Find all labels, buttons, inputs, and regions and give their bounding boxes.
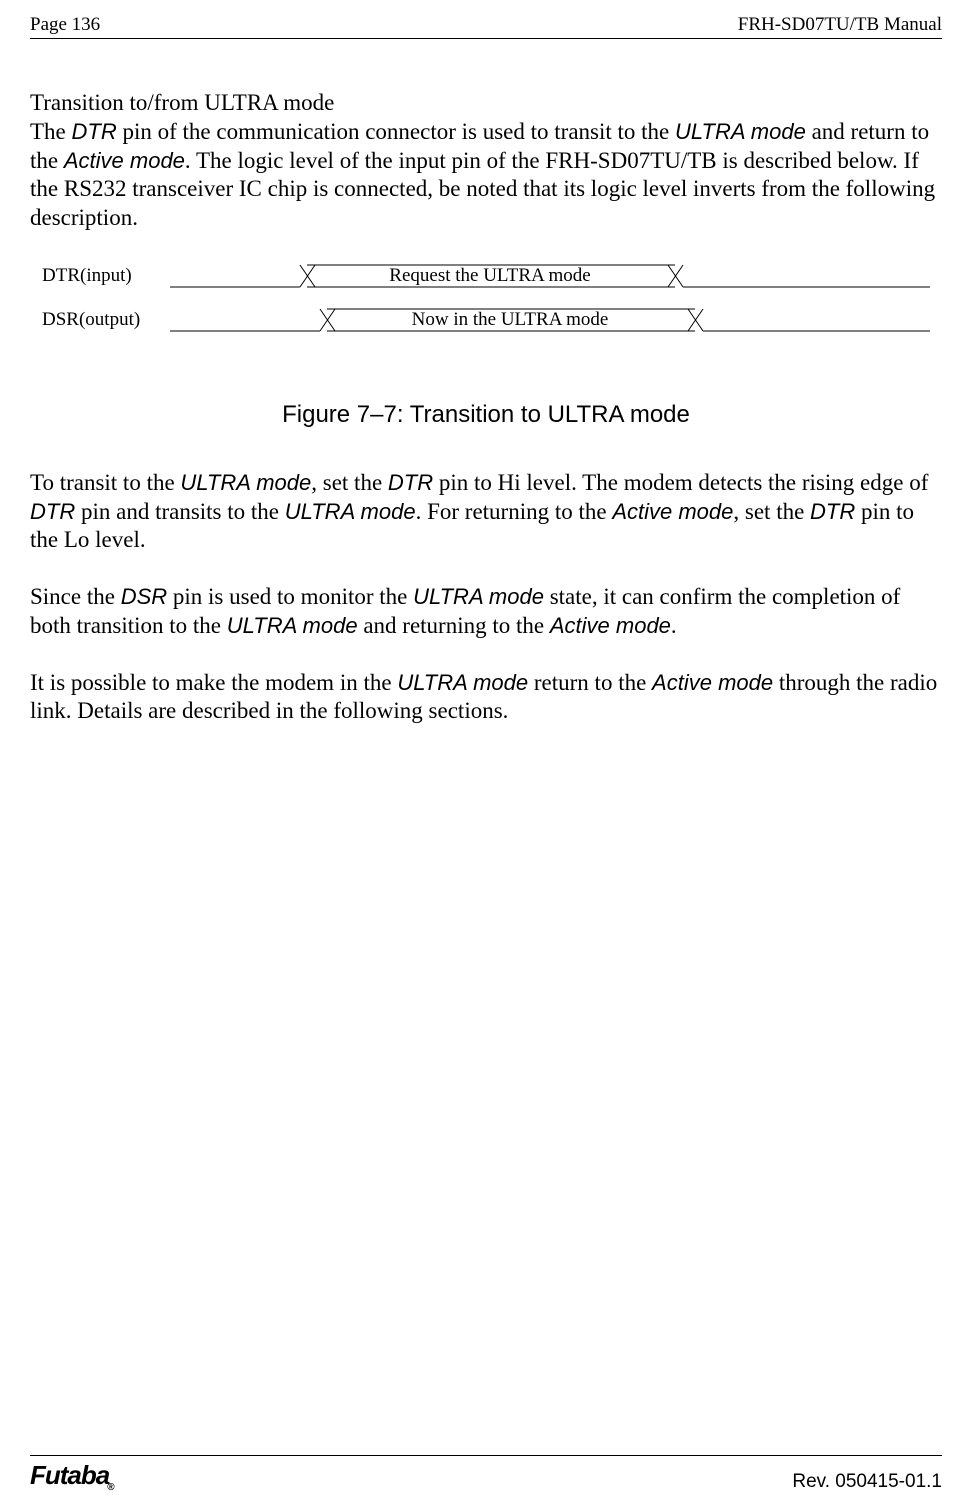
para2-italic4: ULTRA mode	[285, 499, 416, 524]
paragraph-4: It is possible to make the modem in the …	[30, 669, 942, 727]
para2-italic6: DTR	[810, 499, 855, 524]
dtr-label: DTR(input)	[42, 265, 132, 287]
para1-italic1: DTR	[72, 119, 117, 144]
section-title: Transition to/from ULTRA mode	[30, 90, 334, 115]
dtr-signal: Request the ULTRA mode	[170, 261, 930, 301]
para3-text5: .	[671, 613, 677, 638]
paragraph-2: To transit to the ULTRA mode, set the DT…	[30, 469, 942, 555]
para2-text3: pin to Hi level. The modem detects the r…	[433, 470, 928, 495]
registered-symbol: ®	[107, 1482, 113, 1493]
para3-italic4: Active mode	[550, 613, 671, 638]
page-footer: Futaba® Rev. 050415-01.1	[30, 1455, 942, 1493]
para4-italic2: Active mode	[652, 670, 773, 695]
para4-text1: It is possible to make the modem in the	[30, 670, 397, 695]
section-title-paragraph: Transition to/from ULTRA mode The DTR pi…	[30, 89, 942, 233]
page-number: Page 136	[30, 14, 100, 36]
para4-italic1: ULTRA mode	[397, 670, 528, 695]
revision-text: Rev. 050415-01.1	[792, 1471, 942, 1493]
para3-text1: Since the	[30, 584, 121, 609]
para3-italic2: ULTRA mode	[413, 584, 544, 609]
timing-diagram: DTR(input) Request the ULTRA mode DSR(ou…	[30, 261, 942, 351]
para2-text2: , set the	[311, 470, 388, 495]
para1-text2: pin of the communication connector is us…	[117, 119, 675, 144]
dsr-label: DSR(output)	[42, 309, 140, 331]
paragraph-3: Since the DSR pin is used to monitor the…	[30, 583, 942, 641]
para2-italic1: ULTRA mode	[180, 470, 311, 495]
para3-italic1: DSR	[121, 584, 167, 609]
para3-text2: pin is used to monitor the	[167, 584, 413, 609]
para3-text4: and returning to the	[358, 613, 550, 638]
para2-italic2: DTR	[388, 470, 433, 495]
para2-text1: To transit to the	[30, 470, 180, 495]
page-header: Page 136 FRH-SD07TU/TB Manual	[30, 14, 942, 39]
para2-italic5: Active mode	[612, 499, 733, 524]
para3-italic3: ULTRA mode	[227, 613, 358, 638]
manual-title: FRH-SD07TU/TB Manual	[738, 14, 942, 36]
para4-text2: return to the	[528, 670, 652, 695]
futaba-logo: Futaba®	[30, 1460, 114, 1493]
dsr-signal: Now in the ULTRA mode	[170, 305, 930, 345]
para1-italic2: ULTRA mode	[675, 119, 806, 144]
para2-text6: , set the	[733, 499, 810, 524]
para2-text4: pin and transits to the	[75, 499, 285, 524]
para1-text1: The	[30, 119, 72, 144]
request-text: Request the ULTRA mode	[389, 265, 590, 286]
figure-caption: Figure 7–7: Transition to ULTRA mode	[30, 401, 942, 429]
para2-text5: . For returning to the	[416, 499, 613, 524]
para2-italic3: DTR	[30, 499, 75, 524]
para1-italic3: Active mode	[64, 148, 185, 173]
logo-text: Futaba	[30, 1460, 109, 1490]
now-text: Now in the ULTRA mode	[412, 309, 609, 330]
